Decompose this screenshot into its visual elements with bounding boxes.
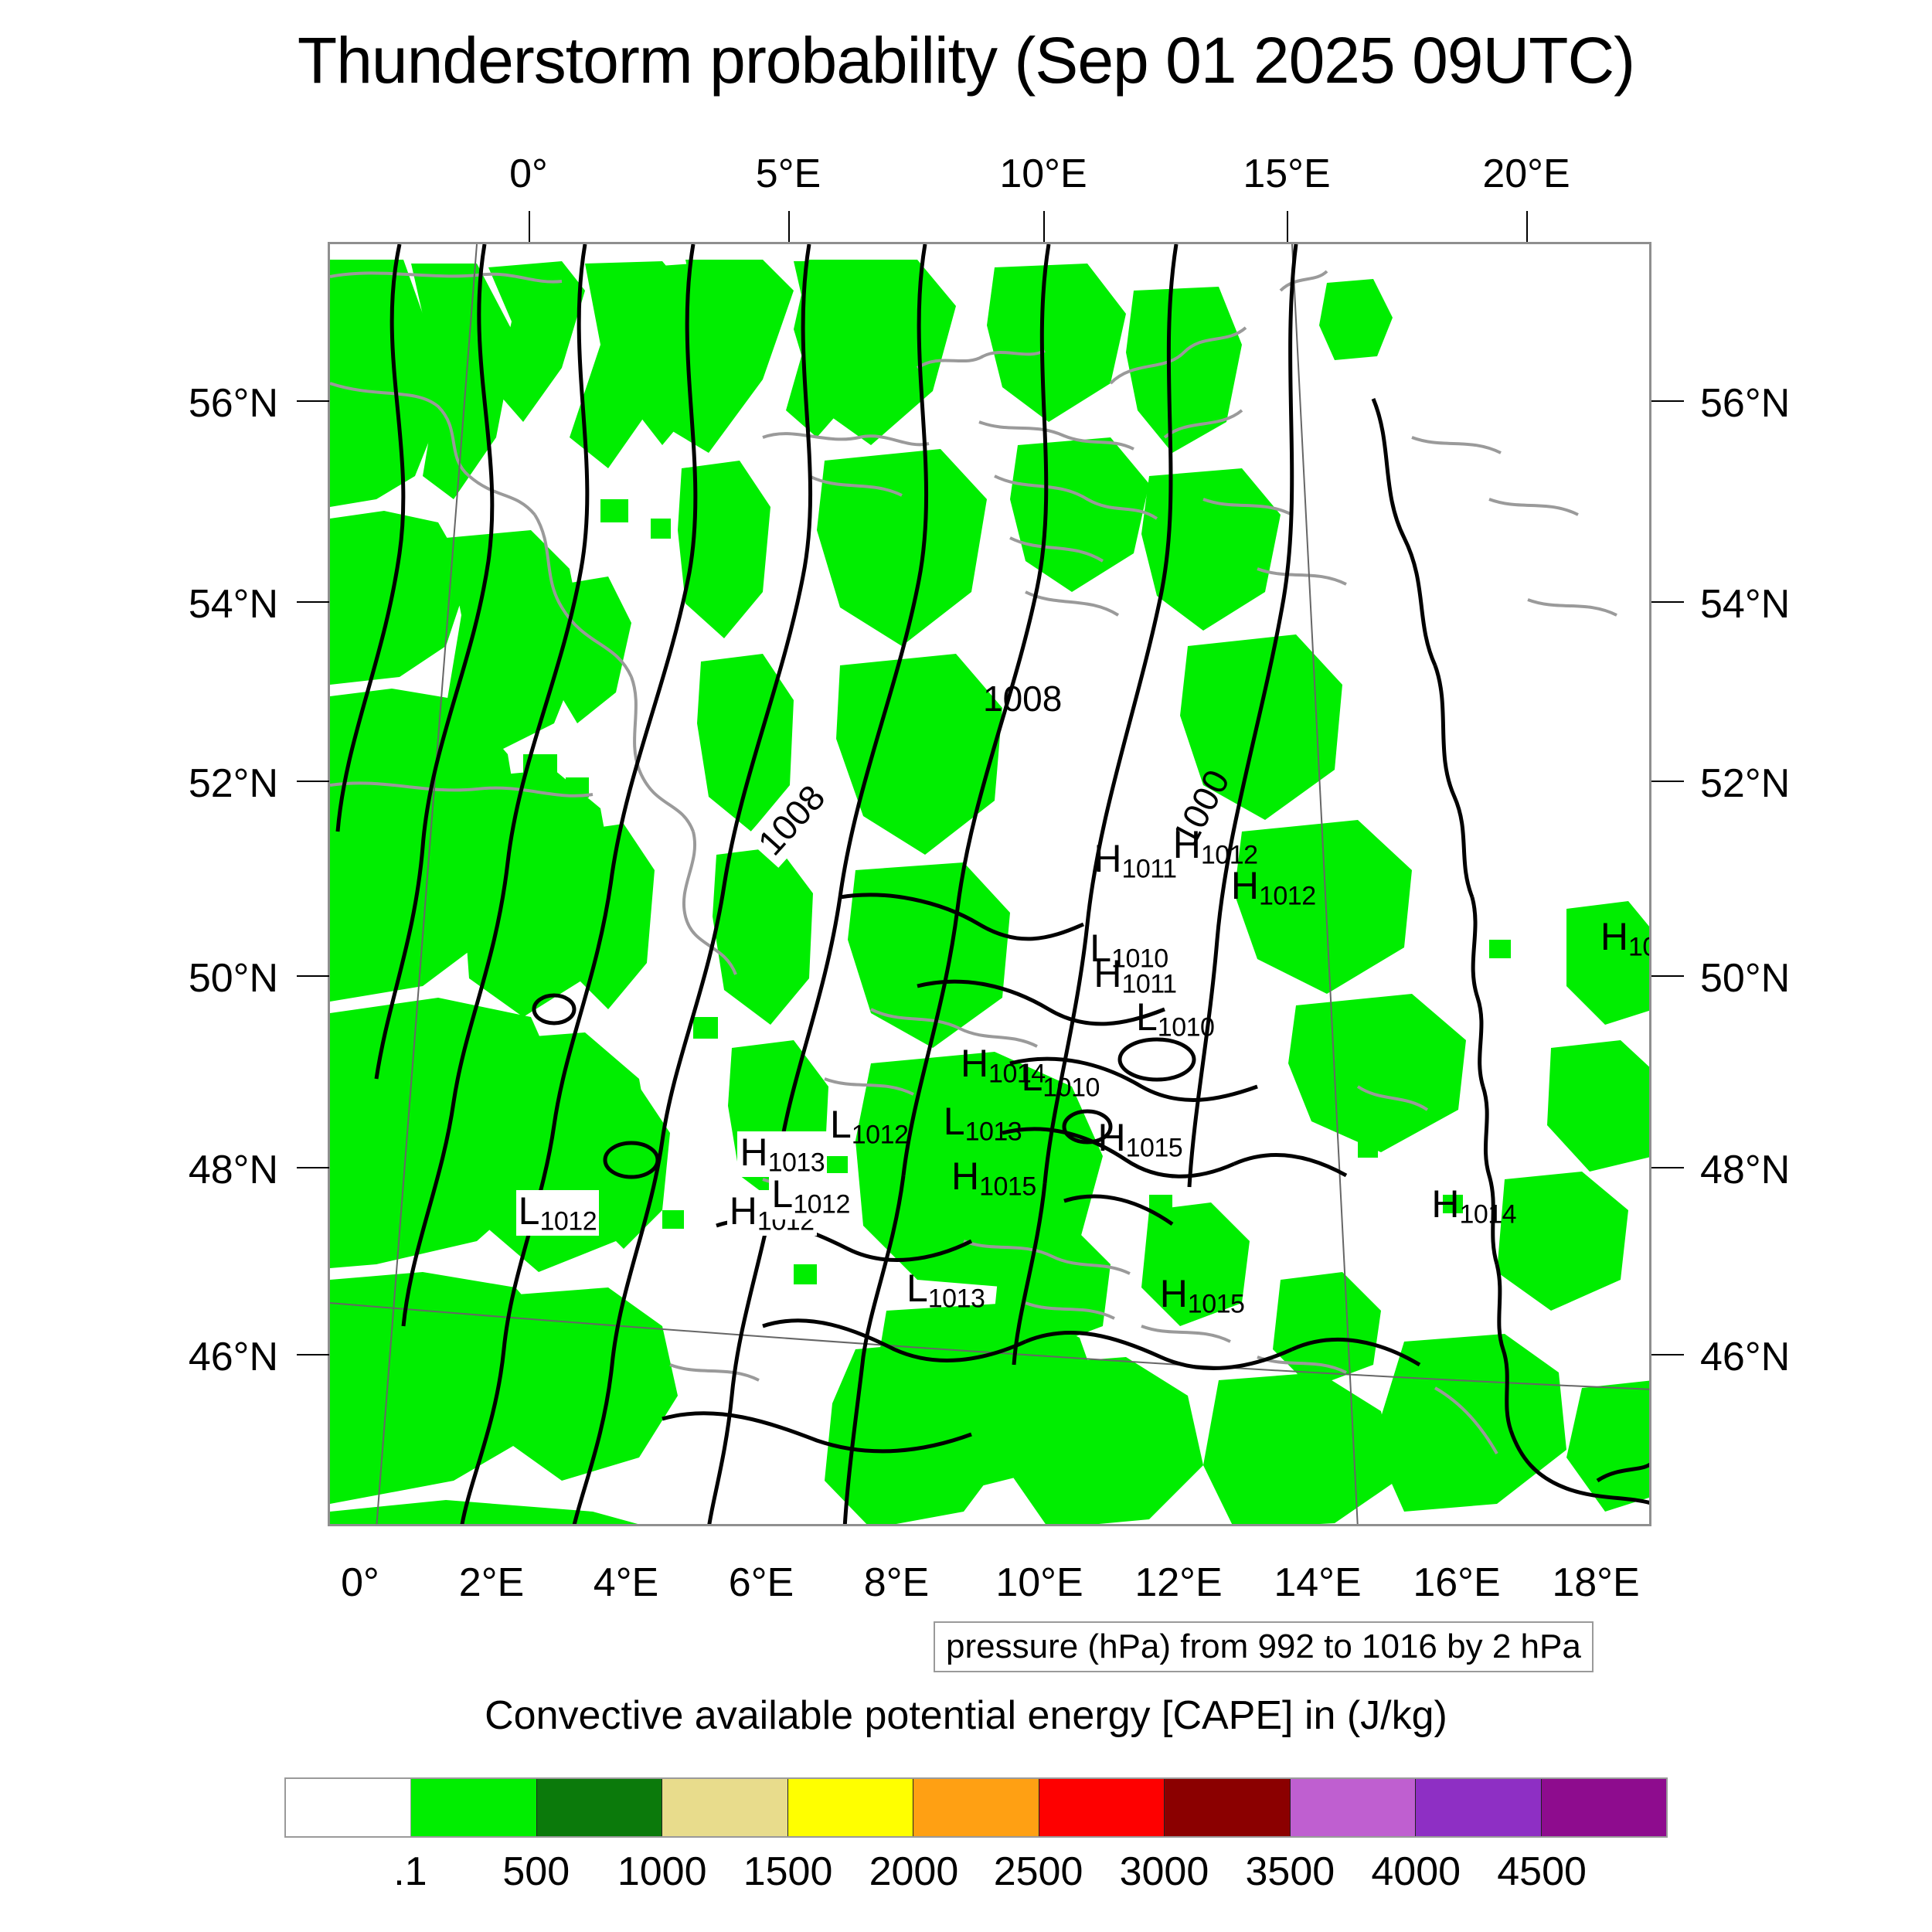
pressure-center-h-1011-a: H1011 — [1094, 837, 1177, 884]
axis-label-bottom-6: 12°E — [1134, 1560, 1223, 1605]
axis-label-bottom-0: 0° — [341, 1560, 379, 1605]
pressure-center-l-1010-a: L1010 — [1090, 926, 1168, 974]
axis-label-bottom-4: 8°E — [863, 1560, 930, 1605]
colorbar-tick-4: 2000 — [869, 1849, 959, 1894]
axis-label-left-1: 54°N — [188, 582, 278, 627]
axis-label-left-4: 48°N — [188, 1148, 278, 1192]
axis-label-right-2: 52°N — [1700, 761, 1791, 806]
axis-label-bottom-8: 16°E — [1413, 1560, 1501, 1605]
pressure-center-l-1010-b: L1010 — [1135, 995, 1215, 1043]
pressure-center-h-1015-a: H1015 — [1097, 1116, 1183, 1163]
colorbar-swatch-0[interactable] — [286, 1779, 412, 1836]
axis-label-right-1: 54°N — [1700, 582, 1791, 627]
colorbar-swatch-6[interactable] — [1039, 1779, 1165, 1836]
pressure-center-h-1015-b: H1015 — [951, 1154, 1036, 1202]
pressure-center-h-1014: H1014 — [960, 1042, 1046, 1089]
axis-label-top-3: 15°E — [1243, 151, 1331, 196]
colorbar-swatch-5[interactable] — [913, 1779, 1039, 1836]
colorbar-tick-8: 4000 — [1371, 1849, 1461, 1894]
tick-top-3 — [1287, 211, 1288, 242]
tick-top-2 — [1043, 211, 1045, 242]
colorbar-tick-7: 3500 — [1245, 1849, 1335, 1894]
pressure-center-h-clipped: H10 — [1600, 915, 1649, 962]
tick-top-4 — [1526, 211, 1528, 242]
axis-label-bottom-3: 6°E — [728, 1560, 794, 1605]
colorbar-swatch-9[interactable] — [1416, 1779, 1542, 1836]
tick-left-3 — [297, 975, 329, 977]
cape-shading-layer — [330, 260, 1649, 1524]
tick-top-1 — [788, 211, 790, 242]
colorbar-tick-1: 500 — [502, 1849, 570, 1894]
axis-label-left-3: 50°N — [188, 956, 278, 1001]
axis-label-bottom-2: 4°E — [593, 1560, 659, 1605]
axis-label-left-5: 46°N — [188, 1335, 278, 1379]
colorbar-tick-2: 1000 — [617, 1849, 707, 1894]
tick-left-0 — [297, 400, 329, 402]
axis-label-bottom-5: 10°E — [995, 1560, 1083, 1605]
pressure-center-l-1012-c: L1012 — [769, 1173, 852, 1219]
axis-label-right-5: 46°N — [1700, 1335, 1791, 1379]
axis-label-top-4: 20°E — [1482, 151, 1570, 196]
tick-top-0 — [529, 211, 530, 242]
pressure-center-l-1013-b: L1013 — [906, 1267, 985, 1314]
tick-right-2 — [1651, 781, 1684, 782]
colorbar-swatch-8[interactable] — [1290, 1779, 1417, 1836]
pressure-center-h-1015-c: H1015 — [1159, 1272, 1245, 1319]
pressure-center-h-1012-a: H1012 — [1172, 822, 1258, 870]
axis-label-right-0: 56°N — [1700, 381, 1791, 426]
page-title: Thunderstorm probability (Sep 01 2025 09… — [297, 24, 1635, 97]
axis-label-bottom-9: 18°E — [1552, 1560, 1640, 1605]
colorbar-swatch-1[interactable] — [411, 1779, 537, 1836]
tick-right-3 — [1651, 975, 1684, 977]
axis-label-bottom-1: 2°E — [458, 1560, 525, 1605]
colorbar-title: Convective available potential energy [C… — [485, 1693, 1447, 1738]
colorbar-swatch-7[interactable] — [1165, 1779, 1291, 1836]
pressure-center-h-1014-b: H1014 — [1431, 1182, 1517, 1230]
meridian-layer — [330, 244, 1649, 1524]
pressure-legend: pressure (hPa) from 992 to 1016 by 2 hPa — [934, 1621, 1594, 1672]
coastline-layer — [330, 270, 1617, 1454]
colorbar-tick-labels: .1 500 1000 1500 2000 2500 3000 3500 400… — [284, 1849, 1668, 1903]
tick-left-1 — [297, 601, 329, 603]
colorbar-tick-6: 3000 — [1119, 1849, 1209, 1894]
axis-label-right-4: 48°N — [1700, 1148, 1791, 1192]
contour-label-1008-b: 1008 — [983, 678, 1063, 719]
axis-label-top-1: 5°E — [755, 151, 821, 196]
pressure-center-l-1010-c: L1010 — [1021, 1056, 1100, 1103]
axis-label-top-2: 10°E — [999, 151, 1087, 196]
pressure-center-h-1011-b: H1011 — [1094, 952, 1177, 999]
axis-label-right-3: 50°N — [1700, 956, 1791, 1001]
colorbar-tick-9: 4500 — [1497, 1849, 1587, 1894]
tick-right-5 — [1651, 1354, 1684, 1355]
pressure-center-l-1012-a: L1012 — [829, 1103, 909, 1150]
isobar-layer — [335, 244, 1649, 1524]
axis-label-left-2: 52°N — [188, 761, 278, 806]
tick-left-4 — [297, 1167, 329, 1168]
pressure-center-h-1012-b: H1012 — [1230, 863, 1316, 911]
colorbar-swatch-3[interactable] — [662, 1779, 788, 1836]
map-svg — [330, 244, 1649, 1524]
tick-right-4 — [1651, 1167, 1684, 1168]
colorbar-tick-0: .1 — [393, 1849, 427, 1894]
axis-label-left-0: 56°N — [188, 381, 278, 426]
tick-left-2 — [297, 781, 329, 782]
colorbar-tick-5: 2500 — [993, 1849, 1083, 1894]
axis-label-top-0: 0° — [509, 151, 548, 196]
colorbar-swatch-4[interactable] — [787, 1779, 914, 1836]
cape-colorbar[interactable] — [284, 1777, 1668, 1838]
axis-label-bottom-7: 14°E — [1274, 1560, 1362, 1605]
colorbar-tick-3: 1500 — [743, 1849, 833, 1894]
colorbar-swatch-2[interactable] — [536, 1779, 663, 1836]
tick-right-0 — [1651, 400, 1684, 402]
pressure-center-l-1012-b: L1012 — [515, 1189, 600, 1236]
tick-right-1 — [1651, 601, 1684, 603]
pressure-center-l-1013-a: L1013 — [943, 1099, 1022, 1146]
tick-left-5 — [297, 1354, 329, 1355]
map-plot-area[interactable]: 1000 1008 1008 H1011 H1012 H1012 L1010 H… — [328, 242, 1651, 1526]
pressure-center-h-1013: H1013 — [737, 1131, 828, 1178]
colorbar-swatch-10[interactable] — [1541, 1779, 1666, 1836]
